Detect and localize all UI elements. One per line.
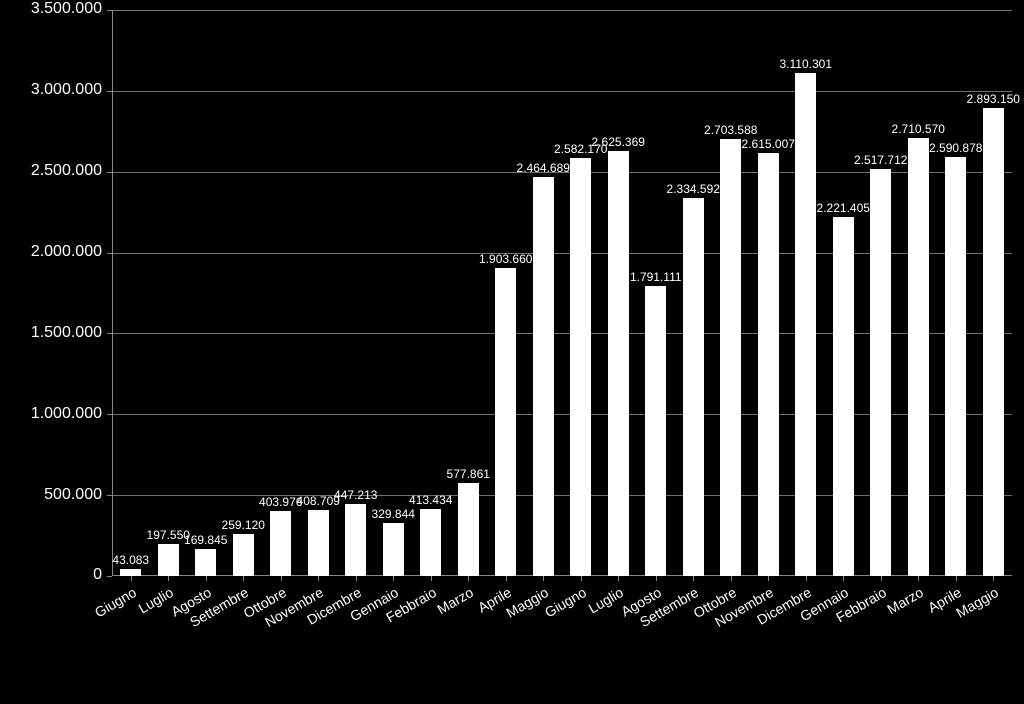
bar	[420, 509, 441, 576]
x-tick-mark	[656, 576, 657, 581]
x-tick-mark	[731, 576, 732, 581]
plot-area	[112, 10, 1012, 576]
bar	[758, 153, 779, 576]
bar	[608, 151, 629, 576]
x-tick-mark	[843, 576, 844, 581]
x-tick-mark	[881, 576, 882, 581]
x-tick-mark	[431, 576, 432, 581]
x-tick-mark	[356, 576, 357, 581]
bar	[908, 138, 929, 576]
y-tick-mark	[107, 10, 112, 11]
bar	[308, 510, 329, 576]
bar	[383, 523, 404, 576]
bar	[233, 534, 254, 576]
x-tick-mark	[206, 576, 207, 581]
bar	[120, 569, 141, 576]
y-tick-label: 0	[93, 566, 102, 584]
y-tick-label: 3.500.000	[31, 0, 102, 18]
y-tick-mark	[107, 576, 112, 577]
y-tick-label: 1.500.000	[31, 324, 102, 342]
x-tick-mark	[918, 576, 919, 581]
bar	[945, 157, 966, 576]
x-tick-mark	[693, 576, 694, 581]
x-tick-mark	[168, 576, 169, 581]
bar	[158, 544, 179, 576]
x-tick-mark	[956, 576, 957, 581]
bar	[833, 217, 854, 576]
bar	[345, 504, 366, 576]
bar	[683, 198, 704, 576]
y-tick-mark	[107, 333, 112, 334]
y-tick-label: 2.500.000	[31, 162, 102, 180]
x-tick-mark	[993, 576, 994, 581]
y-axis-line	[112, 10, 113, 576]
y-tick-mark	[107, 253, 112, 254]
bar	[533, 177, 554, 576]
x-tick-mark	[506, 576, 507, 581]
x-tick-mark	[393, 576, 394, 581]
x-tick-mark	[281, 576, 282, 581]
y-tick-label: 2.000.000	[31, 243, 102, 261]
gridline	[112, 91, 1012, 92]
y-tick-mark	[107, 495, 112, 496]
bar	[720, 139, 741, 576]
bar	[458, 483, 479, 576]
bar	[870, 169, 891, 576]
x-tick-mark	[581, 576, 582, 581]
y-tick-mark	[107, 91, 112, 92]
bar	[795, 73, 816, 576]
bar	[983, 108, 1004, 576]
x-tick-mark	[468, 576, 469, 581]
x-tick-mark	[618, 576, 619, 581]
y-tick-mark	[107, 172, 112, 173]
y-tick-label: 3.000.000	[31, 81, 102, 99]
x-tick-mark	[806, 576, 807, 581]
gridline	[112, 10, 1012, 11]
y-tick-mark	[107, 414, 112, 415]
x-tick-mark	[131, 576, 132, 581]
x-tick-mark	[543, 576, 544, 581]
bar	[495, 268, 516, 576]
y-tick-label: 500.000	[44, 486, 102, 504]
y-tick-label: 1.000.000	[31, 405, 102, 423]
bar	[570, 158, 591, 576]
bar	[195, 549, 216, 576]
bar	[270, 511, 291, 576]
monthly-bar-chart: 0 500.000 1.000.000 1.500.000 2.000.000 2.500…	[0, 0, 1024, 704]
bar	[645, 286, 666, 576]
x-tick-mark	[243, 576, 244, 581]
x-tick-mark	[318, 576, 319, 581]
x-tick-mark	[768, 576, 769, 581]
